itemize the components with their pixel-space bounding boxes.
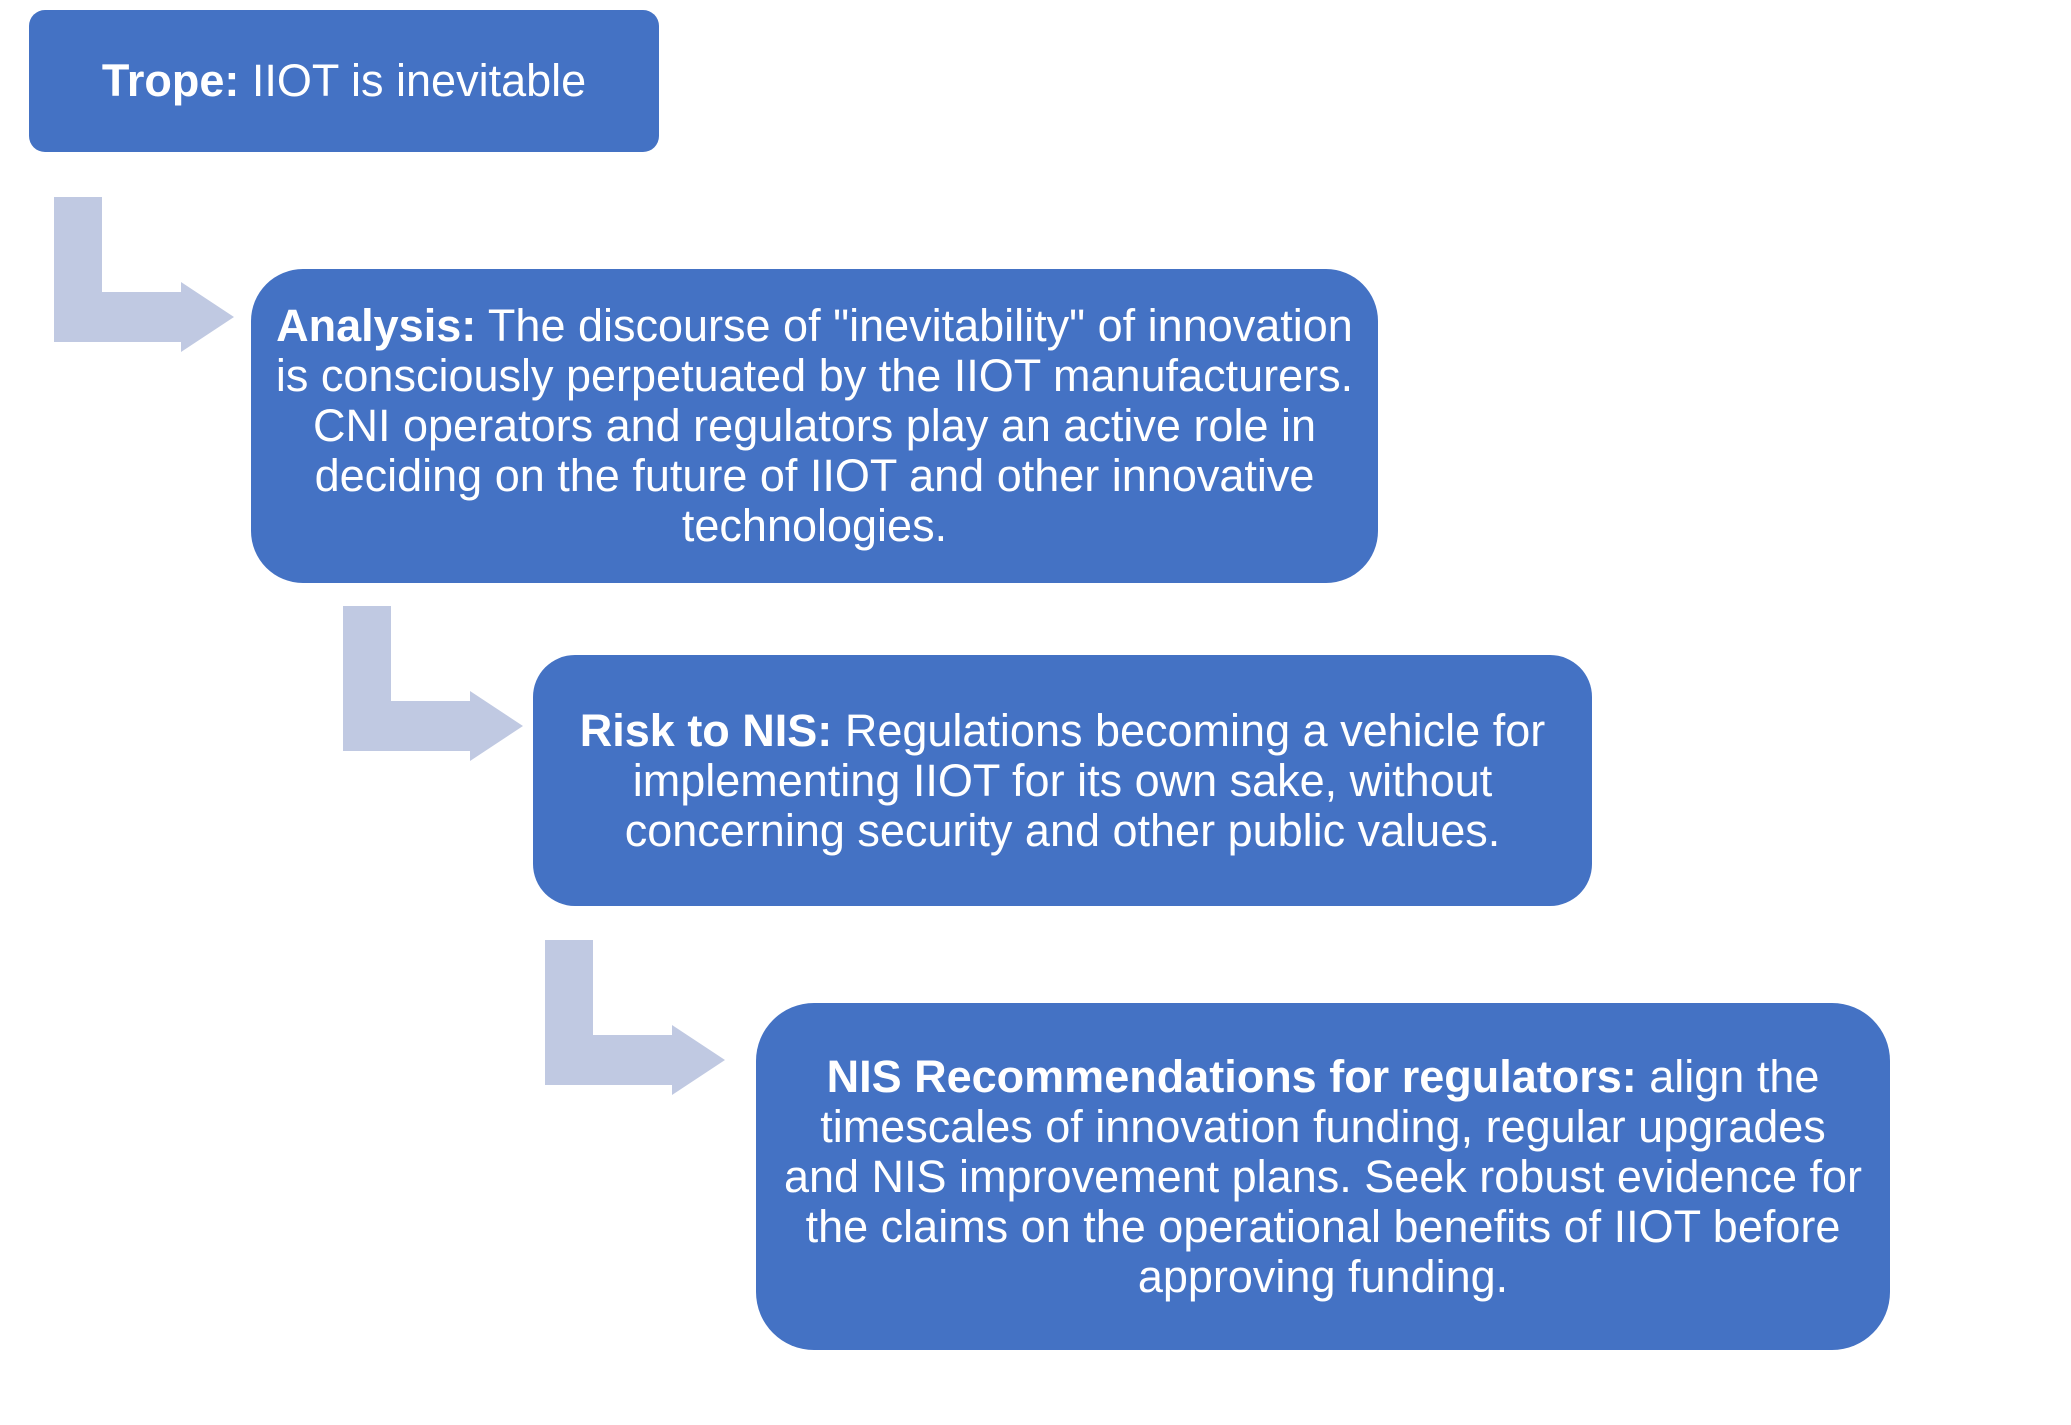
analysis-heading: Analysis: <box>276 300 477 351</box>
analysis-box: Analysis: The discourse of "inevitabilit… <box>251 269 1378 583</box>
connector-arrow-shape <box>54 197 234 352</box>
trope-text: Trope: IIOT is inevitable <box>102 56 586 106</box>
bent-arrow-icon <box>545 940 725 1100</box>
risk-box: Risk to NIS: Regulations becoming a vehi… <box>533 655 1592 906</box>
connector-arrow-shape <box>343 606 523 761</box>
risk-heading: Risk to NIS: <box>579 704 833 756</box>
recommendations-body: align the timescales of innovation fundi… <box>783 1050 1863 1302</box>
bent-arrow-icon <box>54 197 234 357</box>
connector-arrow-shape <box>545 940 725 1095</box>
bent-arrow-icon <box>343 606 523 766</box>
trope-box: Trope: IIOT is inevitable <box>29 10 659 152</box>
recommendations-heading: NIS Recommendations for regulators: <box>826 1050 1637 1102</box>
trope-heading: Trope: <box>101 55 240 106</box>
recommendations-box: NIS Recommendations for regulators: alig… <box>756 1003 1890 1350</box>
trope-body: IIOT is inevitable <box>239 55 587 106</box>
analysis-body: The discourse of "inevitability" of inno… <box>275 300 1354 551</box>
recommendations-text: NIS Recommendations for regulators: alig… <box>782 1050 1864 1302</box>
analysis-text: Analysis: The discourse of "inevitabilit… <box>275 301 1354 551</box>
risk-text: Risk to NIS: Regulations becoming a vehi… <box>557 704 1568 856</box>
risk-body: Regulations becoming a vehicle for imple… <box>624 704 1546 856</box>
